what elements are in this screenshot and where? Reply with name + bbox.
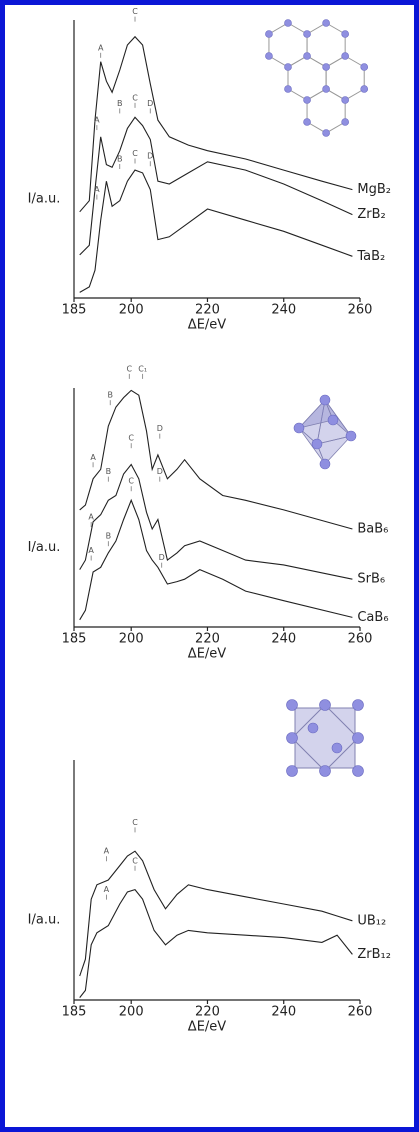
peak-label: B [117, 155, 123, 164]
series-label: TaB₂ [356, 249, 385, 264]
peak-label: D [157, 424, 163, 433]
peak-label: B [117, 99, 123, 108]
x-tick-label: 200 [119, 632, 144, 647]
series-label: BaB₆ [357, 522, 388, 537]
peak-label: C₁ [138, 364, 147, 373]
cage [295, 708, 355, 768]
atom [346, 431, 356, 441]
atom [332, 743, 342, 753]
atom [304, 53, 311, 60]
atom [342, 119, 349, 126]
atom [342, 53, 349, 60]
atom [320, 766, 331, 777]
x-tick-label: 260 [348, 632, 373, 647]
peak-label: A [94, 185, 100, 194]
y-axis-label: I/a.u. [28, 913, 61, 928]
y-axis-label: I/a.u. [28, 540, 61, 555]
atom [285, 20, 292, 27]
x-tick-label: 185 [62, 303, 87, 318]
atom [265, 53, 272, 60]
x-tick-label: 200 [119, 303, 144, 318]
atom [353, 733, 364, 744]
atom [294, 423, 304, 433]
atom [304, 31, 311, 38]
frame [3, 3, 417, 1130]
series-label: SrB₆ [357, 572, 385, 587]
figure: 185 200 220 240 260 ΔE/eV I/a.u. MgB₂ ZrB₂ TaB₂ A C… [0, 0, 419, 1132]
atom [353, 766, 364, 777]
atom [304, 97, 311, 104]
series-label: CaB₆ [357, 610, 388, 625]
peak-label: D [147, 152, 153, 161]
atom [342, 31, 349, 38]
atom [308, 723, 318, 733]
x-tick-label: 220 [195, 632, 220, 647]
atom [287, 766, 298, 777]
atom [353, 700, 364, 711]
peak-label: C [128, 477, 134, 486]
peak-label: B [106, 532, 112, 541]
atom [323, 20, 330, 27]
x-tick-label: 240 [271, 303, 296, 318]
x-tick-label: 185 [62, 632, 87, 647]
peak-label: C [132, 7, 138, 16]
atom [323, 130, 330, 137]
atom [320, 395, 330, 405]
series-label: UB₁₂ [357, 913, 386, 928]
peak-label: C [132, 856, 138, 865]
x-tick-label: 220 [195, 303, 220, 318]
x-tick-label: 220 [195, 1005, 220, 1020]
atom [320, 459, 330, 469]
atom [323, 86, 330, 93]
atom [287, 733, 298, 744]
peak-label: A [88, 546, 94, 555]
series-label: ZrB₁₂ [357, 947, 391, 962]
y-axis-label: I/a.u. [28, 192, 61, 207]
atom [287, 700, 298, 711]
series-label: ZrB₂ [357, 207, 385, 222]
x-tick-label: 260 [348, 303, 373, 318]
x-axis-label: ΔE/eV [188, 647, 226, 662]
atom [285, 86, 292, 93]
atom [361, 64, 368, 71]
peak-label: A [88, 513, 94, 522]
peak-label: D [159, 553, 165, 562]
peak-label: A [104, 847, 110, 856]
atom [304, 119, 311, 126]
atom [361, 86, 368, 93]
x-axis-label: ΔE/eV [188, 318, 226, 333]
x-tick-label: 240 [271, 632, 296, 647]
peak-label: C [126, 364, 132, 373]
peak-label: C [128, 434, 134, 443]
peak-label: C [132, 93, 138, 102]
series-label: MgB₂ [357, 182, 391, 197]
atom [328, 415, 338, 425]
peak-label: A [104, 885, 110, 894]
peak-label: C [132, 149, 138, 158]
x-tick-label: 240 [271, 1005, 296, 1020]
atom [323, 64, 330, 71]
peak-label: D [147, 99, 153, 108]
peak-label: C [132, 818, 138, 827]
peak-label: A [90, 453, 96, 462]
peak-label: A [94, 116, 100, 125]
atom [342, 97, 349, 104]
x-axis-label: ΔE/eV [188, 1020, 226, 1035]
peak-label: D [157, 467, 163, 476]
x-tick-label: 185 [62, 1005, 87, 1020]
peak-label: B [107, 391, 113, 400]
atom [285, 64, 292, 71]
peak-label: B [106, 467, 112, 476]
atom [265, 31, 272, 38]
peak-label: A [98, 43, 104, 52]
x-tick-label: 200 [119, 1005, 144, 1020]
x-tick-label: 260 [348, 1005, 373, 1020]
atom [312, 439, 322, 449]
atom [320, 700, 331, 711]
